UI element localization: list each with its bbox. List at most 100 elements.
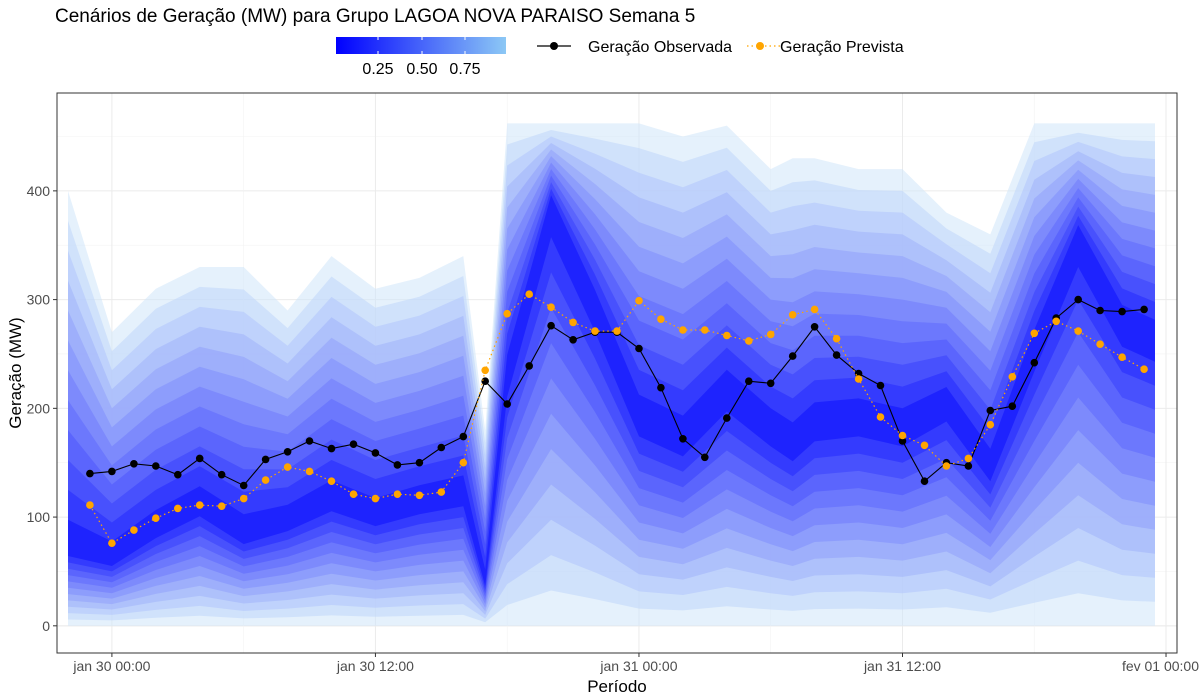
colorbar-tick-label: 0.50	[406, 61, 437, 78]
forecast-point	[635, 296, 643, 305]
forecast-point	[371, 494, 380, 503]
forecast-point	[745, 337, 753, 345]
observed-point	[152, 462, 160, 470]
observed-point	[1096, 306, 1104, 315]
legend-observed-marker	[550, 42, 558, 50]
observed-point	[503, 400, 512, 408]
forecast-point	[327, 477, 336, 486]
observed-point	[130, 460, 138, 468]
x-tick-label: jan 31 12:00	[863, 658, 941, 674]
forecast-point	[481, 366, 490, 375]
forecast-point	[569, 318, 577, 327]
forecast-point	[942, 462, 951, 470]
forecast-point	[195, 501, 204, 509]
plot-panel-border	[56, 92, 1178, 654]
observed-point	[349, 440, 358, 449]
forecast-point	[305, 467, 314, 476]
observed-point	[1008, 402, 1017, 411]
observed-point	[920, 477, 929, 486]
colorbar-tick-label: 0.25	[362, 61, 393, 78]
legend-observed-label: Geração Observada	[588, 39, 732, 56]
forecast-point	[613, 327, 621, 335]
observed-point	[569, 336, 577, 344]
observed-point	[437, 443, 446, 452]
observed-point	[701, 453, 709, 462]
forecast-point	[415, 491, 424, 500]
y-axis-title: Geração (MW)	[6, 317, 25, 428]
forecast-point	[1096, 340, 1104, 349]
colorbar	[336, 37, 506, 54]
forecast-point	[1052, 317, 1060, 326]
forecast-point	[1008, 373, 1017, 381]
x-axis-title: Período	[587, 677, 647, 696]
forecast-point	[723, 331, 731, 340]
legend: 0.25 0.50 0.75 Geração Observada Geração P…	[336, 37, 904, 78]
forecast-point	[1140, 365, 1148, 374]
forecast-point	[810, 305, 819, 314]
x-tick-label: jan 30 12:00	[336, 658, 414, 674]
forecast-point	[217, 502, 226, 511]
observed-point	[876, 381, 885, 390]
forecast-point	[920, 441, 929, 450]
forecast-point	[152, 514, 160, 522]
scenario-quantile-layer	[68, 195, 1155, 586]
observed-point	[195, 454, 204, 463]
observed-point	[679, 435, 687, 443]
forecast-point	[964, 454, 973, 463]
observed-point	[415, 458, 424, 467]
observed-point	[854, 369, 863, 378]
forecast-point	[876, 413, 885, 421]
forecast-point	[174, 504, 182, 513]
observed-point	[723, 414, 731, 422]
observed-point	[810, 323, 819, 331]
forecast-point	[547, 303, 555, 312]
observed-point	[986, 406, 995, 415]
observed-point	[547, 321, 555, 330]
observed-point	[86, 469, 94, 478]
observed-point	[108, 467, 116, 476]
forecast-point	[239, 494, 248, 503]
y-tick-label: 200	[27, 400, 51, 416]
observed-point	[327, 444, 336, 453]
x-tick-label: jan 31 00:00	[599, 658, 677, 674]
forecast-point	[130, 526, 138, 534]
forecast-point	[1030, 329, 1039, 338]
observed-point	[657, 383, 665, 392]
forecast-point	[766, 330, 775, 339]
observed-point	[898, 437, 907, 445]
forecast-point	[679, 326, 687, 334]
observed-point	[481, 377, 490, 386]
forecast-point	[261, 476, 270, 484]
legend-forecast-label: Geração Prevista	[780, 39, 904, 56]
observed-point	[261, 455, 270, 464]
observed-point	[832, 351, 841, 359]
forecast-point	[459, 458, 468, 467]
observed-point	[174, 470, 182, 479]
forecast-point	[349, 490, 358, 499]
forecast-point	[832, 334, 841, 343]
chart-title: Cenários de Geração (MW) para Grupo LAGO…	[55, 6, 695, 27]
forecast-point	[1118, 353, 1126, 362]
legend-observed: Geração Observada	[537, 39, 732, 56]
forecast-point	[437, 488, 446, 496]
x-tick-label: fev 01 00:00	[1122, 658, 1199, 674]
observed-point	[1118, 307, 1126, 316]
forecast-point	[393, 490, 402, 499]
observed-point	[635, 344, 643, 353]
observed-point	[1030, 358, 1039, 367]
y-tick-label: 300	[27, 292, 51, 308]
observed-point	[1074, 295, 1082, 304]
forecast-point	[854, 375, 863, 383]
x-tick-label: jan 30 00:00	[72, 658, 150, 674]
observed-point	[1140, 305, 1148, 314]
x-axis: jan 30 00:00 jan 30 12:00 jan 31 00:00 jan …	[72, 653, 1199, 674]
y-tick-label: 400	[27, 183, 51, 199]
forecast-point	[591, 327, 599, 335]
legend-forecast: Geração Prevista	[747, 39, 904, 56]
forecast-point	[898, 431, 907, 440]
scenario-band	[68, 123, 1155, 626]
observed-point	[371, 449, 380, 457]
observed-point	[393, 461, 402, 469]
forecast-point	[1074, 327, 1082, 335]
forecast-point	[701, 326, 709, 334]
